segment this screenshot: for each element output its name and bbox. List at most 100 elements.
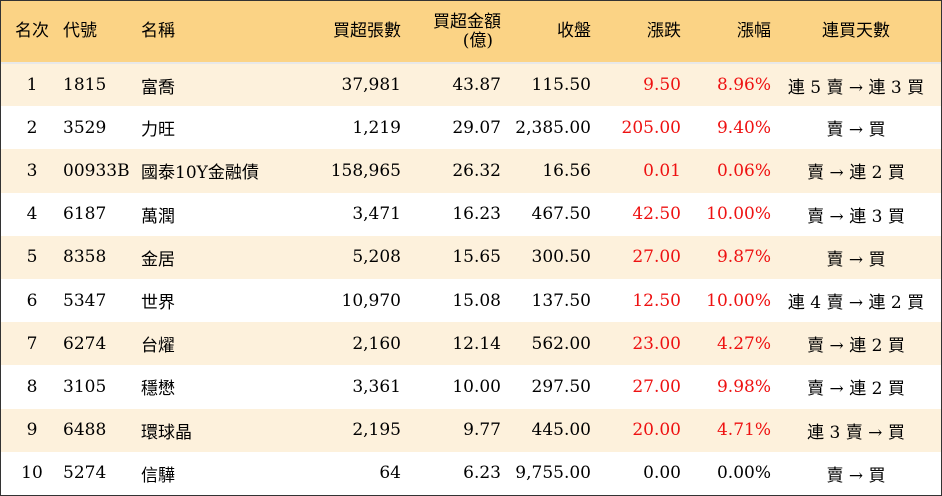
cell-volume: 3,471 bbox=[352, 204, 401, 225]
cell-volume: 2,195 bbox=[352, 420, 401, 441]
cell-name: 金居 bbox=[141, 249, 175, 270]
header-amount: 買超金額 (億) bbox=[401, 1, 501, 63]
header-streak: 連買天數 bbox=[822, 21, 890, 41]
cell-pct: 9.87% bbox=[716, 247, 771, 268]
cell-pct: 10.00% bbox=[706, 204, 771, 225]
cell-rank: 9 bbox=[26, 420, 38, 441]
cell-change: 27.00 bbox=[632, 247, 681, 268]
cell-name: 台燿 bbox=[141, 336, 175, 357]
cell-rank: 5 bbox=[26, 247, 38, 268]
cell-amount: 15.08 bbox=[452, 290, 501, 311]
cell-change: 23.00 bbox=[632, 333, 681, 354]
cell-volume: 3,361 bbox=[352, 376, 401, 397]
cell-amount: 9.77 bbox=[463, 420, 501, 441]
cell-close: 115.50 bbox=[501, 61, 591, 107]
table-row: 6 5347 世界 10,970 15.08 137.50 12.50 10.00% 連 4 賣… bbox=[1, 278, 941, 323]
cell-volume: 10,970 bbox=[341, 290, 401, 311]
cell-name: 富喬 bbox=[141, 61, 301, 107]
cell-streak: 連 5 賣 → 連 3 買 bbox=[771, 61, 941, 107]
cell-pct: 4.27% bbox=[716, 333, 771, 354]
cell-volume: 158,965 bbox=[330, 160, 401, 181]
cell-streak: 連 4 賣 → 連 2 買 bbox=[787, 293, 925, 314]
cell-change: 0.01 bbox=[643, 160, 681, 181]
cell-amount: 12.14 bbox=[452, 333, 501, 354]
cell-amount: 26.32 bbox=[452, 160, 501, 181]
cell-close: 467.50 bbox=[531, 204, 591, 225]
cell-code: 8358 bbox=[63, 247, 107, 268]
cell-streak: 賣 → 連 3 買 bbox=[807, 206, 905, 227]
cell-amount: 16.23 bbox=[452, 204, 501, 225]
cell-code: 5274 bbox=[63, 463, 107, 484]
cell-code: 6488 bbox=[63, 420, 107, 441]
cell-close: 297.50 bbox=[531, 376, 591, 397]
cell-change: 27.00 bbox=[632, 376, 681, 397]
table-row: 7 6274 台燿 2,160 12.14 562.00 23.00 4.27% 賣 → 連 2… bbox=[1, 322, 941, 366]
header-rank: 名次 bbox=[15, 21, 49, 41]
table-row: 9 6488 環球晶 2,195 9.77 445.00 20.00 4.71% 連 3 賣 →… bbox=[1, 408, 941, 452]
cell-amount: 10.00 bbox=[452, 376, 501, 397]
cell-name: 萬潤 bbox=[141, 206, 175, 227]
cell-change: 20.00 bbox=[632, 420, 681, 441]
cell-pct: 10.00% bbox=[706, 290, 771, 311]
cell-amount: 29.07 bbox=[452, 117, 501, 138]
cell-volume: 2,160 bbox=[352, 333, 401, 354]
cell-change: 9.50 bbox=[591, 61, 681, 107]
table-row: 5 8358 金居 5,208 15.65 300.50 27.00 9.87% 賣 → 買 bbox=[1, 235, 941, 279]
table-body: 1 1815 富喬 37,981 43.87 115.50 9.50 8.96% 連 5 賣 →… bbox=[1, 61, 941, 495]
cell-change: 12.50 bbox=[632, 290, 681, 311]
cell-close: 2,385.00 bbox=[515, 117, 591, 138]
cell-rank: 1 bbox=[1, 61, 63, 107]
table-row: 8 3105 穩懋 3,361 10.00 297.50 27.00 9.98% 賣 → 連 2… bbox=[1, 365, 941, 409]
cell-name: 力旺 bbox=[141, 120, 175, 141]
cell-volume: 64 bbox=[379, 463, 401, 484]
cell-code: 5347 bbox=[63, 290, 107, 311]
header-change: 漲跌 bbox=[647, 21, 681, 41]
table-row: 4 6187 萬潤 3,471 16.23 467.50 42.50 10.00% 賣 → 連 … bbox=[1, 192, 941, 236]
table-row: 10 5274 信驊 64 6.23 9,755.00 0.00 0.00% 賣 → 買 bbox=[1, 451, 941, 495]
header-code: 代號 bbox=[63, 21, 97, 41]
cell-close: 445.00 bbox=[531, 420, 591, 441]
cell-name: 穩懋 bbox=[141, 379, 175, 400]
cell-change: 0.00 bbox=[643, 463, 681, 484]
cell-code: 3529 bbox=[63, 117, 107, 138]
cell-change: 205.00 bbox=[621, 117, 681, 138]
cell-code: 00933B bbox=[63, 160, 130, 181]
cell-close: 300.50 bbox=[531, 247, 591, 268]
cell-pct: 4.71% bbox=[716, 420, 771, 441]
table-row: 2 3529 力旺 1,219 29.07 2,385.00 205.00 9.40% 賣 → … bbox=[1, 106, 941, 150]
cell-close: 562.00 bbox=[531, 333, 591, 354]
cell-pct: 0.06% bbox=[716, 160, 771, 181]
header-close: 收盤 bbox=[557, 21, 591, 41]
cell-close: 137.50 bbox=[531, 290, 591, 311]
cell-pct: 9.98% bbox=[716, 376, 771, 397]
table-row: 3 00933B 國泰10Y金融債 158,965 26.32 16.56 0.01 0.06… bbox=[1, 149, 941, 193]
cell-name: 世界 bbox=[141, 293, 175, 314]
cell-rank: 3 bbox=[26, 160, 38, 181]
cell-rank: 4 bbox=[26, 204, 38, 225]
cell-change: 42.50 bbox=[632, 204, 681, 225]
cell-amount: 15.65 bbox=[452, 247, 501, 268]
table-header-row: 名次 代號 名稱 買超張數 買超金額 (億) 收盤 漲跌 漲幅 連買天數 bbox=[1, 1, 941, 63]
cell-streak: 賣 → 買 bbox=[826, 249, 886, 270]
header-amount-line1: 買超金額 bbox=[433, 11, 501, 32]
cell-pct: 9.40% bbox=[716, 117, 771, 138]
cell-streak: 賣 → 買 bbox=[826, 120, 886, 141]
cell-close: 16.56 bbox=[542, 160, 591, 181]
cell-code: 6187 bbox=[63, 204, 107, 225]
cell-volume: 5,208 bbox=[352, 247, 401, 268]
cell-code: 1815 bbox=[63, 61, 141, 107]
header-pct: 漲幅 bbox=[737, 21, 771, 41]
header-volume: 買超張數 bbox=[333, 21, 401, 41]
cell-streak: 連 3 賣 → 買 bbox=[807, 422, 905, 443]
cell-volume: 37,981 bbox=[301, 61, 401, 107]
cell-streak: 賣 → 連 2 買 bbox=[807, 336, 905, 357]
table-row: 1 1815 富喬 37,981 43.87 115.50 9.50 8.96% 連 5 賣 →… bbox=[1, 61, 941, 107]
cell-rank: 10 bbox=[21, 463, 43, 484]
cell-streak: 賣 → 連 2 買 bbox=[807, 379, 905, 400]
cell-amount: 43.87 bbox=[401, 61, 501, 107]
cell-name: 信驊 bbox=[141, 465, 175, 486]
cell-volume: 1,219 bbox=[352, 117, 401, 138]
header-name: 名稱 bbox=[141, 21, 175, 41]
cell-code: 6274 bbox=[63, 333, 107, 354]
